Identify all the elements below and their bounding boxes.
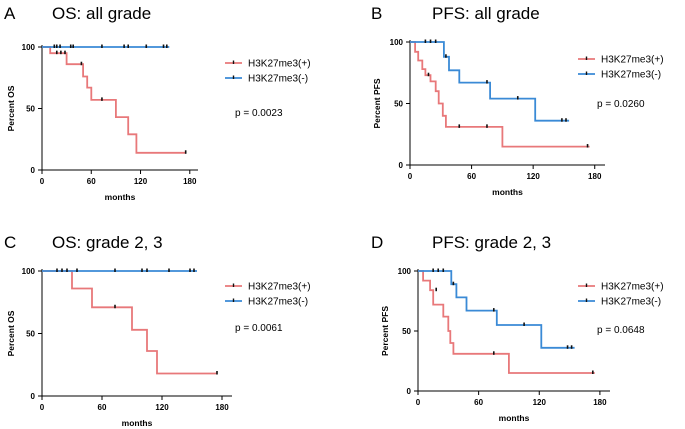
p-value: p = 0.0648: [597, 325, 645, 336]
legend-label: H3K27me3(+): [248, 59, 311, 70]
legend-label: H3K27me3(+): [248, 282, 311, 293]
x-tick-label: 0: [40, 177, 45, 186]
km-curve-negative: [410, 41, 570, 122]
x-tick-label: 120: [134, 177, 148, 186]
y-axis-title: Percent PFS: [380, 306, 390, 356]
legend-label: H3K27me3(-): [248, 297, 308, 308]
chart-title: OS: all grade: [52, 4, 151, 23]
x-tick-label: 60: [98, 403, 107, 412]
x-tick-label: 60: [87, 177, 96, 186]
km-panel-d: D PFS: grade 2, 3 0 60 120 180 0 50 100 months Per…: [371, 233, 664, 423]
km-panel-c: C OS: grade 2, 3 0 60 120 180 0 50 100 months Perc…: [4, 233, 311, 428]
panel-letter: D: [371, 233, 383, 252]
panel-letter: B: [371, 4, 382, 23]
x-tick-label: 120: [526, 172, 540, 181]
km-curve-negative: [418, 270, 575, 349]
y-tick-label: 100: [22, 43, 36, 52]
legend-label: H3K27me3(-): [601, 70, 661, 81]
km-curve-positive: [42, 46, 186, 154]
chart-title: OS: grade 2, 3: [52, 233, 163, 252]
legend-label: H3K27me3(+): [601, 282, 664, 293]
km-panel-a: A OS: all grade 0 60 120 180 0 50 100 months Perce…: [4, 4, 311, 202]
x-tick-label: 0: [416, 398, 421, 407]
x-tick-label: 180: [183, 177, 197, 186]
x-tick-label: 120: [155, 403, 169, 412]
chart-title: PFS: all grade: [432, 4, 540, 23]
x-axis-title: months: [492, 187, 523, 197]
y-tick-label: 0: [31, 392, 36, 401]
x-tick-label: 60: [474, 398, 483, 407]
p-value: p = 0.0023: [235, 108, 283, 119]
y-tick-label: 0: [407, 387, 412, 396]
y-tick-label: 100: [22, 267, 36, 276]
p-value: p = 0.0260: [597, 99, 645, 110]
x-axis-title: months: [105, 192, 136, 202]
y-tick-label: 100: [390, 38, 404, 47]
y-axis-title: Percent OS: [6, 310, 16, 356]
p-value: p = 0.0061: [235, 323, 283, 334]
x-tick-label: 0: [40, 403, 45, 412]
panel-letter: A: [4, 4, 16, 23]
x-tick-label: 180: [215, 403, 229, 412]
legend-label: H3K27me3(-): [601, 297, 661, 308]
panel-letter: C: [4, 233, 16, 252]
x-axis-title: months: [499, 413, 530, 423]
y-tick-label: 50: [402, 327, 411, 336]
y-tick-label: 50: [394, 100, 403, 109]
x-tick-label: 0: [408, 172, 413, 181]
x-tick-label: 180: [588, 172, 602, 181]
chart-title: PFS: grade 2, 3: [432, 233, 551, 252]
km-curve-positive: [42, 270, 217, 375]
x-tick-label: 120: [533, 398, 547, 407]
y-tick-label: 100: [398, 267, 412, 276]
x-tick-label: 60: [467, 172, 476, 181]
x-axis-title: months: [122, 418, 153, 428]
legend-label: H3K27me3(-): [248, 74, 308, 85]
y-tick-label: 0: [31, 166, 36, 175]
km-curve-positive: [410, 41, 590, 148]
km-curve-positive: [418, 270, 595, 374]
y-tick-label: 50: [26, 105, 35, 114]
legend-label: H3K27me3(+): [601, 55, 664, 66]
y-tick-label: 0: [399, 161, 404, 170]
x-tick-label: 180: [593, 398, 607, 407]
y-axis-title: Percent PFS: [372, 78, 382, 128]
km-panel-b: B PFS: all grade 0 60 120 180 0 50 100 months Perc…: [371, 4, 664, 197]
y-tick-label: 50: [26, 330, 35, 339]
y-axis-title: Percent OS: [6, 85, 16, 131]
